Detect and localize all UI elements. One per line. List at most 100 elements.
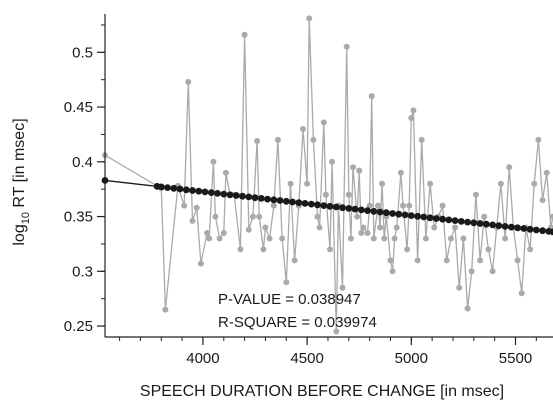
fit-point [276,197,284,204]
y-tick-label: 0.3 [72,263,93,280]
observed-point [345,191,352,198]
fit-point [407,212,415,220]
observed-point [404,246,411,253]
observed-point [364,230,371,236]
observed-point [310,136,317,143]
fit-point [457,218,465,225]
y-tick-label: 0.4 [72,154,93,171]
observed-point [300,126,306,132]
observed-point [249,213,256,220]
observed-point [237,246,244,253]
observed-point [360,224,367,231]
fit-point [414,212,421,220]
observed-point [274,136,281,143]
observed-point [329,158,336,165]
fit-point [501,223,509,230]
fit-point [526,225,534,233]
observed-point [333,328,340,335]
fit-point [270,196,278,204]
observed-point [443,257,450,264]
observed-point [381,235,388,242]
observed-point [506,164,513,171]
observed-point [314,213,321,220]
fit-point [439,215,446,223]
y-tick-label: 0.45 [64,99,93,116]
observed-point [304,180,311,187]
fit-point [520,225,528,232]
fit-point [264,195,271,203]
observed-series [102,15,553,335]
observed-point [477,257,484,264]
fit-point [382,209,390,217]
observed-point [452,224,459,231]
fit-point [420,213,428,221]
observed-point [366,202,373,209]
fit-point [464,218,471,226]
x-axis-title: SPEECH DURATION BEFORE CHANGE [in msec] [140,383,504,400]
fit-point [182,186,190,194]
fit-point [364,207,371,215]
observed-point [193,204,200,211]
observed-point [414,257,421,264]
fit-point [207,189,215,197]
fit-point [301,200,309,207]
fit-point [495,222,503,230]
fit-point [389,210,396,217]
x-tick-label: 5000 [395,350,428,367]
observed-point [502,235,509,242]
x-tick-label: 5500 [499,350,532,367]
observed-point [197,260,204,267]
x-tick-label: 4000 [186,350,219,367]
observed-point [254,138,261,144]
observed-point [354,213,361,220]
observed-point [212,213,219,220]
observed-point [241,31,248,38]
fit-point [532,226,540,234]
observed-point [347,235,354,242]
fit-point [189,187,196,194]
observed-point [489,268,496,275]
observed-point [418,136,425,143]
observed-point [262,224,269,231]
fit-point [549,228,553,236]
observed-point [410,107,417,114]
observed-point [350,164,356,171]
observed-point [387,257,394,264]
observed-point [397,169,404,176]
observed-point [535,136,542,143]
y-axis-title-log: log [11,224,28,245]
fit-point [239,192,246,200]
observed-point [439,202,446,209]
observed-point [287,180,294,187]
observed-point [368,93,375,100]
fit-point [357,206,365,214]
observed-point [431,224,438,231]
observed-point [181,202,188,209]
observed-point [222,169,229,176]
observed-point [370,235,377,242]
fit-point [326,202,334,210]
fit-point [489,221,496,229]
fit-point [432,215,440,222]
observed-point [447,235,454,242]
fit-point [214,190,221,197]
observed-point [518,290,525,297]
observed-point [460,235,467,242]
observed-point [306,15,313,22]
observed-point [162,306,169,313]
y-axis-title: log10 RT [in msec] [11,118,32,245]
fit-point [307,200,315,208]
observed-point [210,158,217,165]
observed-point [204,230,211,236]
observed-point [260,246,267,253]
observed-point [468,268,475,275]
r-square-annotation: R-SQUARE = 0.039974 [218,314,377,331]
fit-point [226,191,234,199]
observed-point [497,180,504,187]
observed-point [343,43,350,50]
fit-series [101,177,553,236]
observed-point [327,246,333,253]
observed-point [400,202,406,209]
fit-point [314,201,321,209]
observed-point [356,167,363,174]
